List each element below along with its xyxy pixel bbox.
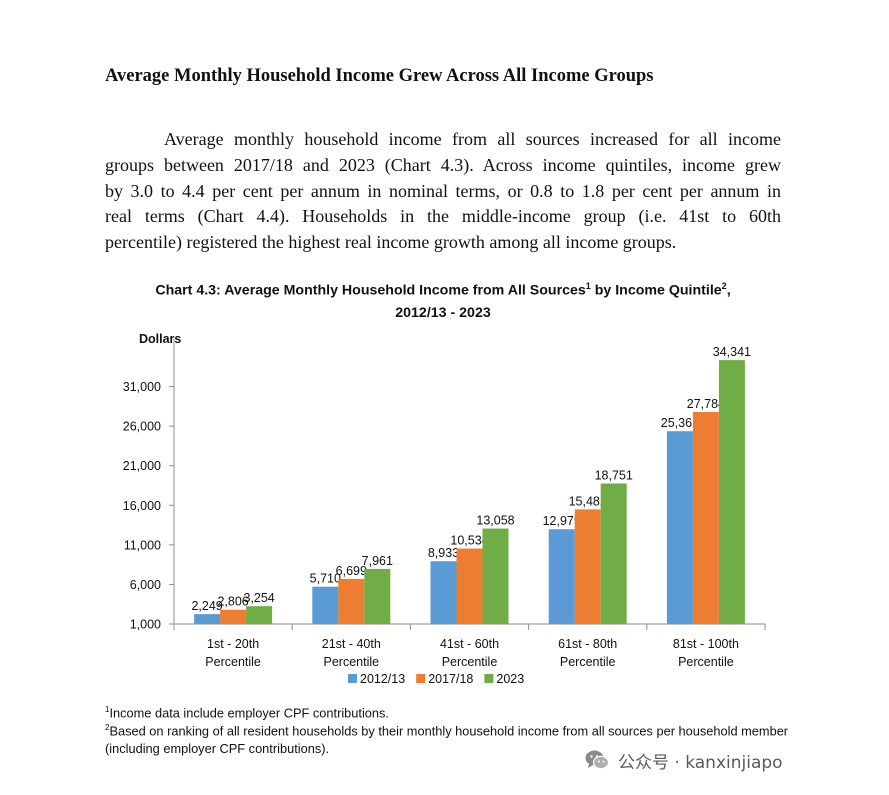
data-label: 2,249 bbox=[191, 599, 222, 613]
data-label: 2,806 bbox=[217, 595, 248, 609]
bar-2023 bbox=[364, 568, 391, 624]
paragraph-line: by 3.0 to 4.4 per cent per annum in nomi… bbox=[105, 180, 781, 201]
x-tick-label: 61st - 80th bbox=[558, 637, 617, 651]
data-label: 15,482 bbox=[569, 494, 607, 508]
y-tick-label: 26,000 bbox=[123, 420, 161, 434]
bar-2017-18 bbox=[338, 578, 365, 624]
chart-title-line-2: 2012/13 - 2023 bbox=[395, 305, 491, 321]
bar-2017-18 bbox=[692, 412, 719, 624]
data-label: 10,534 bbox=[450, 534, 488, 548]
bar-2023 bbox=[482, 528, 509, 624]
chart-title-text: , bbox=[726, 282, 731, 299]
legend-label: 2023 bbox=[496, 672, 524, 686]
bar-2017-18 bbox=[456, 548, 483, 624]
footnote-mark: 1 bbox=[105, 705, 110, 714]
bar-2012-13 bbox=[548, 529, 575, 624]
bar-2012-13 bbox=[312, 586, 339, 624]
wechat-icon bbox=[585, 750, 610, 770]
watermark-text: 公众号 · kanxinjiapo bbox=[618, 752, 783, 773]
legend-label: 2017/18 bbox=[428, 672, 473, 686]
data-label: 25,361 bbox=[661, 416, 699, 430]
footnote-1: 1Income data include employer CPF contri… bbox=[105, 701, 389, 722]
watermark: 公众号 · kanxinjiapo bbox=[584, 747, 783, 773]
footnote-text: Income data include employer CPF contrib… bbox=[109, 705, 389, 721]
bar-chart: Dollars 1,000 6,000 11,000 16,000 21,000 26,00… bbox=[123, 332, 766, 686]
legend-swatch bbox=[484, 674, 494, 683]
paragraph-line: real terms (Chart 4.4). Households in th… bbox=[105, 206, 781, 227]
x-tick-label: Percentile bbox=[442, 655, 498, 669]
data-label: 13,058 bbox=[476, 514, 514, 528]
footnote-ref-1: 1 bbox=[585, 281, 591, 291]
chart-title-line-1: Chart 4.3: Average Monthly Household Inc… bbox=[105, 281, 781, 299]
bar-2017-18 bbox=[574, 509, 601, 624]
bar-2023 bbox=[718, 360, 745, 624]
bar-2023 bbox=[246, 606, 273, 624]
data-label: 34,341 bbox=[713, 345, 751, 359]
data-label: 12,979 bbox=[543, 514, 581, 528]
y-axis-title: Dollars bbox=[139, 332, 181, 346]
x-tick-label: 41st - 60th bbox=[440, 637, 499, 651]
y-tick-label: 31,000 bbox=[123, 380, 161, 394]
data-label: 27,784 bbox=[687, 397, 725, 411]
legend-swatch bbox=[348, 674, 357, 683]
x-tick-label: Percentile bbox=[205, 655, 261, 669]
data-label: 6,699 bbox=[336, 564, 367, 578]
x-tick-label: Percentile bbox=[678, 655, 734, 669]
x-tick-label: 21st - 40th bbox=[322, 637, 381, 651]
legend-swatch bbox=[416, 674, 426, 683]
y-tick-label: 11,000 bbox=[124, 538, 161, 552]
x-tick-label: 1st - 20th bbox=[207, 637, 259, 651]
paragraph-line: percentile) registered the highest real … bbox=[105, 232, 677, 253]
bar-2017-18 bbox=[220, 609, 247, 624]
bar-2012-13 bbox=[430, 561, 457, 624]
chart-title-text: Chart 4.3: Average Monthly Household Inc… bbox=[155, 282, 586, 299]
bar-2012-13 bbox=[666, 431, 693, 624]
y-tick-label: 21,000 bbox=[123, 459, 161, 473]
data-label: 3,254 bbox=[243, 591, 274, 605]
y-tick-label: 1,000 bbox=[130, 618, 161, 632]
bar-2012-13 bbox=[194, 614, 221, 624]
body-paragraph: Average monthly household income from al… bbox=[105, 127, 781, 256]
data-label: 18,751 bbox=[595, 469, 633, 483]
chart-title-text: by Income Quintile bbox=[590, 282, 722, 299]
footnote-mark: 2 bbox=[105, 723, 110, 732]
paragraph-line: groups between 2017/18 and 2023 (Chart 4… bbox=[105, 154, 781, 175]
x-tick-label: Percentile bbox=[560, 655, 616, 669]
y-tick-label: 6,000 bbox=[130, 578, 161, 592]
footnote-2: 2Based on ranking of all resident househ… bbox=[105, 719, 795, 758]
footnote-ref-2: 2 bbox=[721, 281, 727, 291]
x-tick-label: 81st - 100th bbox=[673, 637, 739, 651]
data-label: 5,710 bbox=[310, 572, 341, 586]
data-label: 8,933 bbox=[428, 546, 459, 560]
bar-2023 bbox=[600, 483, 627, 624]
x-tick-label: Percentile bbox=[324, 655, 380, 669]
paragraph-line: Average monthly household income from al… bbox=[164, 129, 781, 149]
section-heading: Average Monthly Household Income Grew Ac… bbox=[105, 66, 654, 86]
data-label: 7,961 bbox=[362, 554, 393, 568]
y-tick-label: 16,000 bbox=[123, 499, 161, 513]
legend-label: 2012/13 bbox=[360, 672, 405, 686]
footnote-text: Based on ranking of all resident househo… bbox=[105, 723, 789, 757]
